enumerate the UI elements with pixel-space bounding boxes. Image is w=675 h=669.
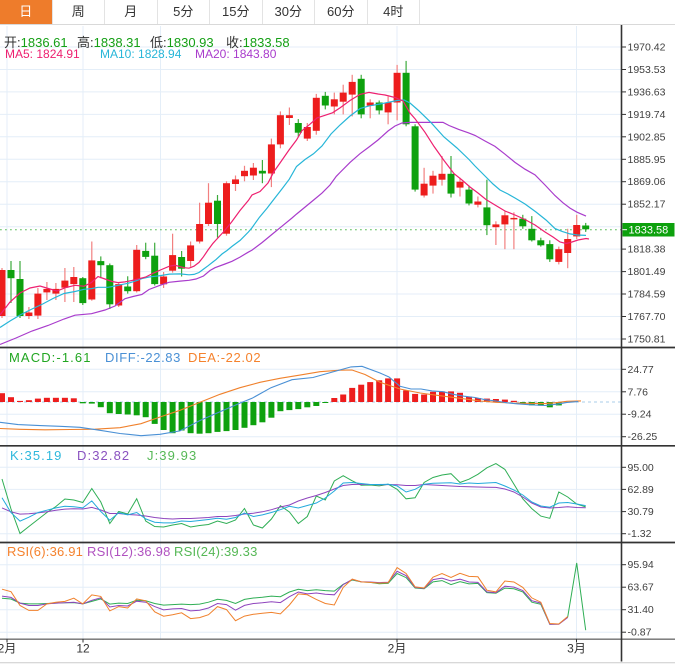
svg-text:1919.74: 1919.74 [628, 109, 666, 121]
svg-text:1784.59: 1784.59 [628, 289, 666, 301]
svg-text:1970.42: 1970.42 [628, 42, 666, 54]
svg-text:24.77: 24.77 [628, 364, 654, 376]
svg-text:1750.81: 1750.81 [628, 334, 666, 346]
svg-text:2月: 2月 [388, 642, 407, 656]
svg-text:63.67: 63.67 [628, 582, 654, 594]
svg-text:95.94: 95.94 [628, 559, 654, 571]
svg-text:-9.24: -9.24 [628, 409, 652, 421]
svg-text:1902.85: 1902.85 [628, 131, 666, 143]
svg-text:1936.63: 1936.63 [628, 86, 666, 98]
svg-text:3月: 3月 [567, 642, 586, 656]
svg-text:30.79: 30.79 [628, 506, 654, 518]
svg-text:1869.06: 1869.06 [628, 176, 666, 188]
svg-text:-1.32: -1.32 [628, 528, 652, 540]
svg-text:2月: 2月 [0, 642, 16, 656]
svg-text:1833.58: 1833.58 [629, 225, 669, 237]
svg-text:1885.95: 1885.95 [628, 154, 666, 166]
svg-text:1818.38: 1818.38 [628, 244, 666, 256]
svg-text:31.40: 31.40 [628, 604, 654, 616]
svg-text:1852.17: 1852.17 [628, 199, 666, 211]
svg-text:1953.53: 1953.53 [628, 64, 666, 76]
svg-text:7.76: 7.76 [628, 386, 649, 398]
svg-text:1767.70: 1767.70 [628, 311, 666, 323]
svg-text:12: 12 [76, 642, 90, 656]
svg-text:95.00: 95.00 [628, 462, 654, 474]
svg-text:-0.87: -0.87 [628, 627, 652, 639]
svg-text:-26.25: -26.25 [628, 431, 658, 443]
svg-text:62.89: 62.89 [628, 484, 654, 496]
svg-text:1801.49: 1801.49 [628, 266, 666, 278]
